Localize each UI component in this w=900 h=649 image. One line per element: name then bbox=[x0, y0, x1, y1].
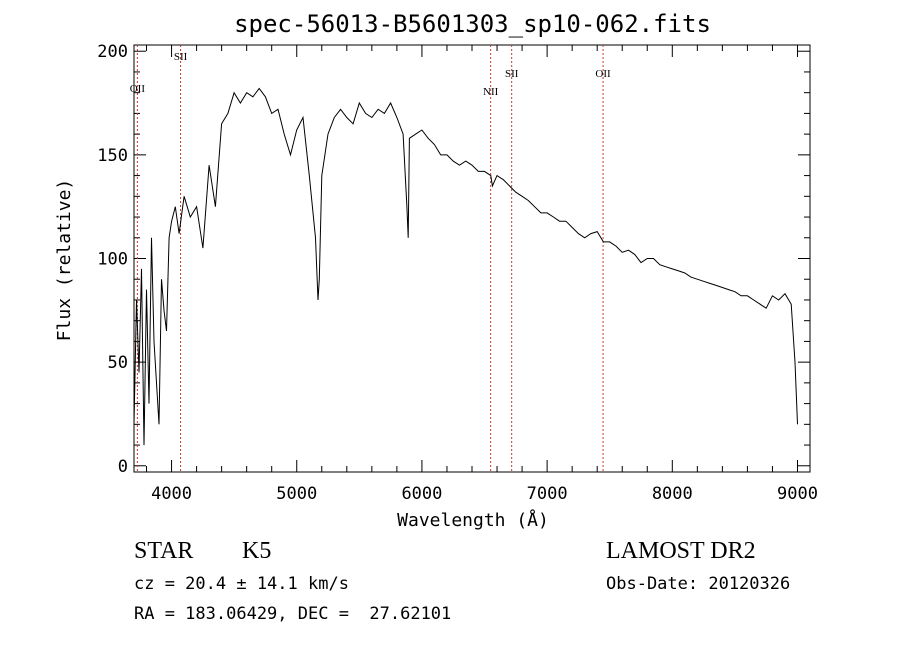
spectrum-line bbox=[133, 87, 798, 446]
x-tick-label: 8000 bbox=[652, 484, 693, 504]
axes: 4000 5000 6000 7000 8000 9000 0 50 100 150 200 bbox=[97, 42, 818, 504]
plot-frame bbox=[133, 44, 811, 473]
x-tick-label: 9000 bbox=[777, 484, 818, 504]
chart-title: spec-56013-B5601303_sp10-062.fits bbox=[234, 10, 711, 38]
object-type: STAR bbox=[134, 538, 194, 564]
redshift-text: cz = 20.4 ± 14.1 km/s bbox=[134, 574, 349, 594]
x-tick-label: 7000 bbox=[527, 484, 568, 504]
emission-line-label: OII bbox=[130, 83, 146, 95]
y-axis-label: Flux (relative) bbox=[54, 178, 75, 342]
x-tick-label: 4000 bbox=[151, 484, 192, 504]
spectral-subclass: K5 bbox=[242, 538, 272, 564]
series-group bbox=[133, 87, 798, 446]
y-tick-label: 150 bbox=[97, 146, 128, 166]
x-axis-label: Wavelength (Å) bbox=[397, 510, 549, 531]
emission-lines: OII SII NII SII OII bbox=[130, 45, 611, 472]
y-tick-label: 100 bbox=[97, 250, 128, 270]
coordinates-text: RA = 183.06429, DEC = 27.62101 bbox=[134, 604, 452, 624]
emission-line-label: SII bbox=[505, 68, 519, 80]
survey-label: LAMOST DR2 bbox=[606, 538, 756, 564]
x-tick-label: 5000 bbox=[276, 484, 317, 504]
emission-line-label: OII bbox=[595, 68, 611, 80]
emission-line-label: SII bbox=[174, 51, 188, 63]
y-tick-label: 50 bbox=[108, 353, 128, 373]
obs-date: Obs-Date: 20120326 bbox=[606, 574, 791, 594]
x-tick-label: 6000 bbox=[401, 484, 442, 504]
emission-line-label: NII bbox=[483, 86, 499, 98]
y-tick-label: 200 bbox=[97, 42, 128, 62]
y-tick-label: 0 bbox=[118, 457, 128, 477]
